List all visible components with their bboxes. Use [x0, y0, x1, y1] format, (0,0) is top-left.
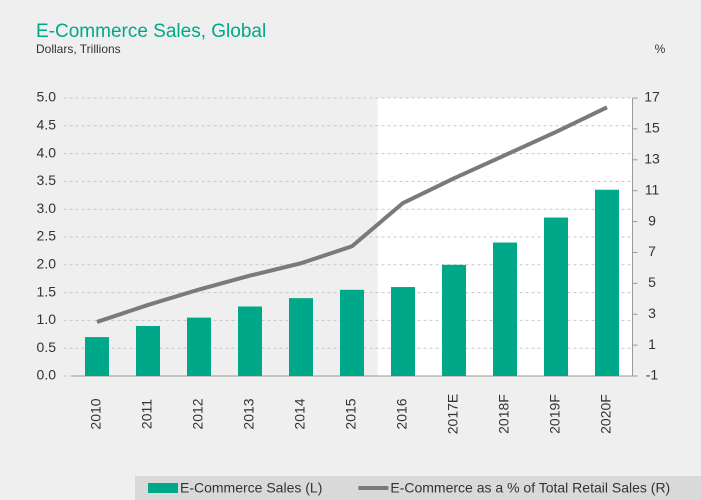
- y2-tick-label: 3: [648, 305, 656, 321]
- y-tick-label: 1.0: [37, 311, 57, 327]
- chart-title: E-Commerce Sales, Global: [36, 21, 266, 42]
- legend-label: E-Commerce as a % of Total Retail Sales …: [390, 480, 670, 496]
- bar: [340, 289, 364, 376]
- y-tick-label: 2.5: [37, 228, 57, 244]
- bar: [442, 264, 466, 376]
- bar: [595, 189, 619, 376]
- bar: [238, 306, 262, 376]
- y2-tick-label: 5: [648, 274, 656, 290]
- x-tick-label: 2011: [139, 399, 155, 429]
- y2-tick-label: 11: [645, 181, 660, 197]
- bar: [136, 325, 160, 376]
- x-tick-label: 2010: [88, 398, 104, 429]
- x-tick-label: 2016: [394, 398, 410, 429]
- bar: [493, 242, 517, 376]
- legend-label: E-Commerce Sales (L): [180, 480, 322, 496]
- y2-tick-label: 17: [644, 89, 660, 105]
- x-tick-label: 2019F: [547, 394, 563, 434]
- y2-tick-label: 1: [648, 336, 656, 352]
- legend-swatch: [148, 483, 178, 493]
- y-tick-label: 4.0: [37, 144, 57, 160]
- x-tick-label: 2015: [343, 398, 359, 429]
- bar: [85, 337, 109, 376]
- x-tick-label: 2018F: [496, 394, 512, 434]
- bar: [187, 317, 211, 376]
- y2-tick-label: 7: [648, 243, 656, 259]
- line: [96, 105, 608, 324]
- y-tick-label: 0.0: [37, 367, 57, 383]
- bar: [391, 287, 415, 376]
- y-tick-label: 2.0: [37, 256, 57, 272]
- bar: [544, 217, 568, 376]
- y-tick-label: 4.5: [37, 117, 57, 133]
- legend-background: [135, 476, 701, 500]
- y-tick-label: 5.0: [37, 89, 57, 105]
- x-tick-label: 2017E: [445, 394, 461, 434]
- x-tick-label: 2014: [292, 398, 308, 429]
- x-tick-label: 2013: [241, 398, 257, 429]
- y-tick-label: 0.5: [37, 339, 57, 355]
- y2-axis-label: %: [655, 42, 666, 56]
- y2-tick-label: -1: [646, 367, 659, 383]
- x-tick-label: 2012: [190, 398, 206, 429]
- y2-tick-label: 13: [644, 150, 660, 166]
- y-tick-label: 3.0: [37, 200, 57, 216]
- y2-tick-label: 9: [648, 212, 656, 228]
- y-tick-label: 1.5: [37, 283, 57, 299]
- y2-tick-label: 15: [644, 120, 660, 136]
- x-tick-label: 2020F: [598, 394, 614, 434]
- chart-subtitle: Dollars, Trillions: [36, 42, 121, 56]
- y-tick-label: 3.5: [37, 172, 57, 188]
- bar: [289, 298, 313, 376]
